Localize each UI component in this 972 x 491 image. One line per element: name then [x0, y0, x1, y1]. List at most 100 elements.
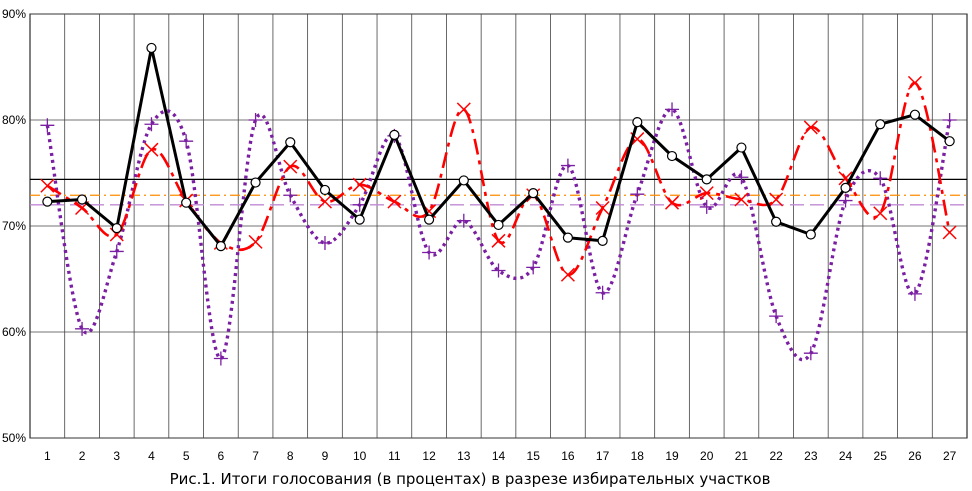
- y-tick-label: 90%: [2, 7, 26, 21]
- series-layer: [40, 42, 957, 366]
- series-3: [40, 102, 957, 366]
- x-tick-label: 24: [839, 449, 853, 463]
- data-point-plus: [248, 113, 263, 127]
- y-tick-label: 70%: [2, 219, 26, 233]
- y-tick-label: 80%: [2, 113, 26, 127]
- series-2: [40, 75, 957, 282]
- x-tick-label: 5: [183, 449, 190, 463]
- data-point-circle: [840, 182, 851, 193]
- x-tick-label: 2: [79, 449, 86, 463]
- y-tick-label: 50%: [2, 431, 26, 445]
- data-point-x: [456, 102, 471, 117]
- x-tick-label: 26: [908, 449, 922, 463]
- x-tick-label: 15: [527, 449, 541, 463]
- series-1: [42, 42, 955, 252]
- x-tick-label: 27: [943, 449, 957, 463]
- data-point-circle: [250, 177, 261, 188]
- data-point-x: [873, 206, 888, 221]
- data-point-plus: [179, 134, 194, 149]
- data-point-x: [595, 200, 610, 216]
- x-tick-label: 11: [388, 449, 401, 463]
- data-point-plus: [873, 171, 888, 186]
- data-point-x: [664, 195, 680, 210]
- data-point-plus: [491, 263, 506, 278]
- data-point-circle: [875, 119, 886, 130]
- data-point-circle: [493, 219, 504, 231]
- data-point-plus: [699, 199, 714, 214]
- series-1-line: [47, 46, 951, 248]
- data-point-plus: [907, 286, 922, 301]
- series-2-line: [46, 81, 951, 277]
- x-tick-label: 8: [287, 449, 294, 463]
- x-tick-label: 13: [457, 449, 471, 463]
- data-point-circle: [944, 136, 955, 147]
- x-axis-labels: 1 2 3 4 5 6 7 8 9 10 11 12 13 14 15 16 17 18 19 20 21 22 23 24 2…: [44, 449, 957, 463]
- data-point-plus: [144, 117, 159, 132]
- data-point-circle: [146, 42, 157, 54]
- data-point-plus: [665, 102, 680, 117]
- data-point-plus: [630, 187, 645, 202]
- data-point-x: [803, 120, 818, 135]
- x-tick-label: 25: [874, 449, 888, 463]
- data-point-plus: [40, 118, 55, 133]
- data-point-circle: [771, 216, 782, 227]
- x-tick-label: 18: [631, 449, 645, 463]
- x-tick-label: 17: [596, 449, 610, 463]
- data-point-x: [144, 142, 159, 157]
- data-point-x: [491, 233, 506, 248]
- data-point-x: [769, 192, 784, 207]
- data-point-plus: [942, 113, 957, 127]
- x-tick-label: 16: [561, 449, 575, 463]
- data-point-plus: [109, 244, 124, 259]
- data-point-circle: [319, 184, 331, 196]
- reference-lines: [30, 178, 967, 206]
- data-point-plus: [75, 321, 90, 336]
- data-point-x: [699, 186, 714, 201]
- data-point-plus: [838, 193, 853, 208]
- data-point-circle: [666, 150, 678, 162]
- data-point-circle: [701, 174, 712, 185]
- data-point-plus: [803, 346, 818, 361]
- data-point-circle: [215, 241, 226, 252]
- data-point-plus: [560, 158, 575, 173]
- data-point-x: [352, 177, 367, 192]
- data-point-plus: [422, 245, 437, 260]
- data-point-x: [560, 267, 575, 282]
- x-tick-label: 22: [769, 449, 783, 463]
- data-point-circle: [111, 223, 122, 234]
- data-point-circle: [597, 235, 608, 246]
- x-tick-label: 21: [735, 449, 749, 463]
- data-point-x: [40, 178, 55, 193]
- x-tick-label: 7: [252, 449, 259, 463]
- data-point-x: [734, 192, 749, 207]
- data-point-x: [907, 75, 922, 90]
- data-point-circle: [181, 197, 192, 208]
- grid: [29, 13, 968, 439]
- data-point-circle: [458, 175, 469, 186]
- data-point-plus: [317, 235, 332, 250]
- data-point-circle: [562, 232, 574, 243]
- data-point-circle: [285, 137, 296, 148]
- series-3-line: [45, 107, 952, 362]
- data-point-x: [317, 194, 333, 209]
- data-point-plus: [595, 285, 610, 300]
- data-point-x: [387, 194, 402, 209]
- x-tick-label: 3: [113, 449, 120, 463]
- x-tick-label: 19: [665, 449, 679, 463]
- x-tick-label: 6: [218, 449, 225, 463]
- data-point-circle: [76, 194, 88, 205]
- data-point-circle: [909, 109, 921, 120]
- data-point-plus: [526, 260, 541, 275]
- data-point-circle: [42, 196, 53, 207]
- x-tick-label: 1: [44, 449, 51, 463]
- x-tick-label: 12: [422, 449, 436, 463]
- y-tick-label: 60%: [2, 325, 26, 339]
- x-tick-label: 9: [322, 449, 329, 463]
- data-point-circle: [423, 214, 435, 225]
- y-axis-labels: 50% 60% 70% 80% 90%: [2, 7, 26, 445]
- figure-caption: Рис.1. Итоги голосования (в процентах) в…: [170, 470, 771, 488]
- x-tick-label: 10: [353, 449, 367, 463]
- x-tick-label: 23: [804, 449, 818, 463]
- data-point-plus: [456, 213, 471, 228]
